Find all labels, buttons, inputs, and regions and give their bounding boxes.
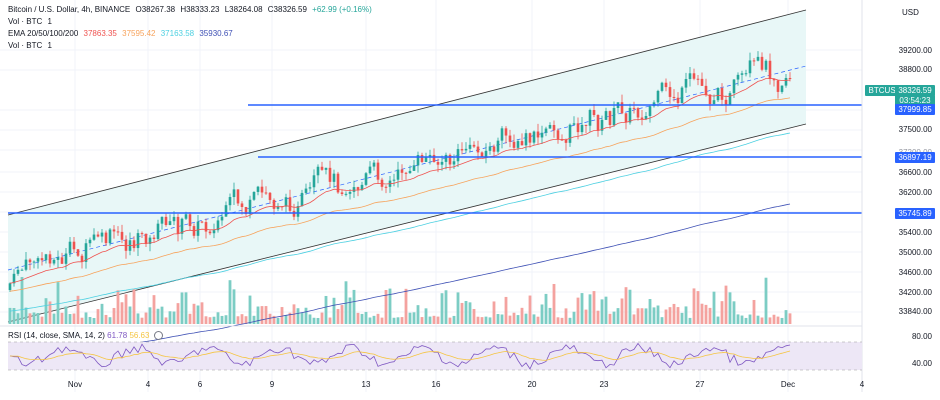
ohlc-high: H38333.23 (180, 5, 220, 14)
y-tick-0: 39200.00 (898, 46, 932, 55)
rsi-tick-40: 40.00 (911, 359, 932, 368)
rsi-tick-80: 80.00 (911, 332, 932, 341)
ema100-line (9, 132, 791, 312)
x-tick-3: 9 (269, 380, 275, 389)
x-tick-2: 6 (197, 380, 203, 389)
vol-label: Vol · BTC (8, 17, 43, 26)
level3-badge: 35745.89 (895, 208, 935, 219)
symbol-badge: BTCUSD (865, 85, 905, 96)
countdown-badge: 03:54:23 (895, 95, 935, 106)
legend-vol-row[interactable]: Vol · BTC 1 (8, 17, 55, 27)
x-tick-7: 23 (599, 380, 609, 389)
currency-label: USD (902, 8, 919, 17)
ema50-line (9, 97, 791, 292)
level1-badge: 37999.85 (895, 104, 935, 115)
x-tick-8: 27 (695, 380, 705, 389)
x-tick-1: 4 (145, 380, 151, 389)
candles (8, 51, 792, 292)
rsi-ma-line (9, 350, 791, 361)
ema20-value: 37863.35 (83, 29, 117, 38)
rsi-ma-value: 56.63 (129, 331, 150, 340)
ohlc-close: C38326.59 (267, 5, 307, 14)
vol2-label: Vol · BTC (8, 41, 43, 50)
ohlc-open: O38267.38 (135, 5, 176, 14)
symbol-title[interactable]: Bitcoin / U.S. Dollar, 4h, BINANCE (8, 5, 131, 14)
x-tick-9: Dec (780, 380, 796, 389)
y-tick-4: 36200.00 (898, 188, 932, 197)
y-tick-5: 35400.00 (898, 228, 932, 237)
ema200-value: 35930.67 (199, 29, 233, 38)
y-tick-6: 35000.00 (898, 248, 932, 257)
channel-top-line (7, 9, 807, 216)
volume-bars (8, 277, 792, 324)
rsi-label: RSI (14, close, SMA, 14, 2) (8, 331, 105, 340)
rsi-line (9, 342, 791, 370)
ema-label: EMA 20/50/100/200 (8, 29, 79, 38)
y-tick-2: 37500.00 (898, 125, 932, 134)
x-tick-0: Nov (67, 380, 83, 389)
channel-fill (8, 10, 806, 322)
y-tick-8: 34200.00 (898, 288, 932, 297)
rsi-band (8, 342, 862, 370)
ema50-value: 37595.42 (122, 29, 156, 38)
vol2-value: 1 (47, 41, 52, 50)
level2-badge: 36897.19 (895, 152, 935, 163)
x-tick-6: 20 (527, 380, 537, 389)
y-tick-3: 36600.00 (898, 168, 932, 177)
x-tick-4: 13 (361, 380, 371, 389)
ohlc-low: L38264.08 (224, 5, 263, 14)
ohlc-change: +62.99 (+0.16%) (312, 5, 372, 14)
x-tick-5: 16 (431, 380, 441, 389)
legend-title-row: Bitcoin / U.S. Dollar, 4h, BINANCE O3826… (8, 5, 375, 15)
current-price-badge: 38326.59 (895, 85, 935, 96)
y-tick-7: 34600.00 (898, 268, 932, 277)
legend-ema-row[interactable]: EMA 20/50/100/200 37863.35 37595.42 3716… (8, 29, 236, 39)
vol-value: 1 (47, 17, 52, 26)
rsi-value: 61.78 (107, 331, 128, 340)
ema20-line (9, 78, 791, 284)
x-tick-10: 4 (859, 380, 865, 389)
rsi-legend[interactable]: RSI (14, close, SMA, 14, 2) 61.78 56.63 (8, 331, 163, 341)
legend-vol2-row[interactable]: Vol · BTC 1 (8, 41, 55, 51)
ema100-value: 37163.58 (160, 29, 195, 38)
y-tick-1: 38800.00 (898, 65, 932, 74)
y-tick-9: 33840.00 (898, 307, 932, 316)
settings-icon[interactable] (153, 331, 163, 341)
channel-mid-line (7, 65, 807, 271)
